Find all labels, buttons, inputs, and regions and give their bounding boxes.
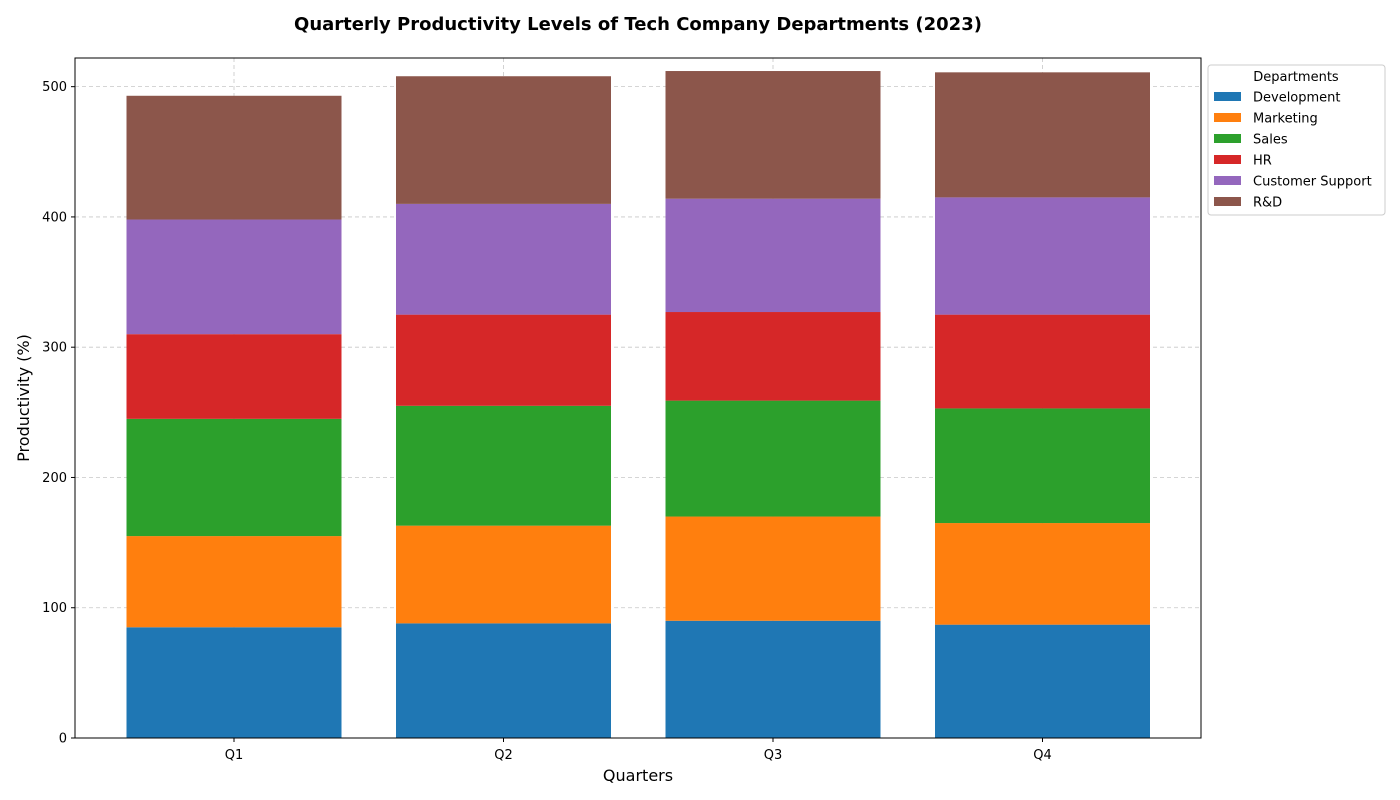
- bar-q4-r-d: [935, 72, 1150, 198]
- bar-q1-marketing: [126, 536, 342, 628]
- bar-q1-hr: [126, 334, 342, 419]
- legend-swatch-r-d: [1214, 197, 1241, 206]
- y-tick-label: 300: [42, 341, 67, 356]
- bar-q3-marketing: [665, 516, 881, 621]
- legend-label-marketing: Marketing: [1253, 112, 1318, 127]
- legend-label-hr: HR: [1253, 154, 1272, 169]
- plot-frame: [74, 57, 1202, 739]
- bar-q4-hr: [935, 314, 1150, 409]
- legend-swatch-customer-support: [1214, 176, 1241, 185]
- x-tick-label: Q4: [1033, 748, 1052, 763]
- y-tick-label: 100: [42, 601, 67, 616]
- bar-q2-development: [396, 623, 611, 738]
- bar-q4-sales: [935, 408, 1150, 524]
- legend-box: [1207, 64, 1386, 216]
- y-axis-ticks: 0 100 200 300 400 500: [42, 80, 75, 747]
- bar-stacks: [126, 71, 1150, 738]
- y-axis-label: Productivity (%): [14, 334, 33, 462]
- legend-label-customer-support: Customer Support: [1253, 175, 1372, 190]
- bar-q1-customer-support: [126, 219, 342, 335]
- bar-q1-r-d: [126, 95, 342, 220]
- bar-q2-customer-support: [396, 203, 611, 315]
- legend-label-sales: Sales: [1253, 133, 1288, 148]
- y-tick-label: 500: [42, 80, 67, 95]
- legend-items: Development Marketing Sales HR Customer Supp…: [1214, 91, 1372, 211]
- bar-q2-hr: [396, 314, 611, 406]
- y-tick-label: 400: [42, 210, 67, 225]
- legend-swatch-sales: [1214, 134, 1241, 143]
- bar-q4-customer-support: [935, 197, 1150, 315]
- bar-q3-development: [665, 620, 881, 738]
- x-tick-label: Q1: [225, 748, 244, 763]
- bar-q3-r-d: [665, 71, 881, 199]
- x-axis-label: Quarters: [603, 766, 673, 785]
- bar-q3-hr: [665, 312, 881, 401]
- bar-q2-marketing: [396, 525, 611, 624]
- bar-q1-development: [126, 627, 342, 738]
- chart-title: Quarterly Productivity Levels of Tech Co…: [294, 14, 982, 35]
- y-tick-label: 0: [59, 732, 67, 747]
- bar-q4-marketing: [935, 523, 1150, 625]
- legend-swatch-hr: [1214, 155, 1241, 164]
- bar-q3-customer-support: [665, 198, 881, 313]
- bar-q1-sales: [126, 418, 342, 537]
- bar-q3-sales: [665, 400, 881, 517]
- legend-title: Departments: [1253, 70, 1339, 85]
- legend-swatch-marketing: [1214, 113, 1241, 122]
- x-axis-ticks: Q1 Q2 Q3 Q4: [225, 738, 1052, 763]
- legend-swatch-development: [1214, 92, 1241, 101]
- bar-q2-r-d: [396, 76, 611, 204]
- bar-q2-sales: [396, 405, 611, 526]
- x-tick-label: Q3: [764, 748, 783, 763]
- legend: Departments Development Marketing Sales HR C…: [1207, 64, 1386, 216]
- y-tick-label: 200: [42, 471, 67, 486]
- bar-q4-development: [935, 624, 1150, 738]
- legend-label-development: Development: [1253, 91, 1341, 106]
- x-tick-label: Q2: [494, 748, 513, 763]
- legend-label-r-d: R&D: [1253, 196, 1282, 211]
